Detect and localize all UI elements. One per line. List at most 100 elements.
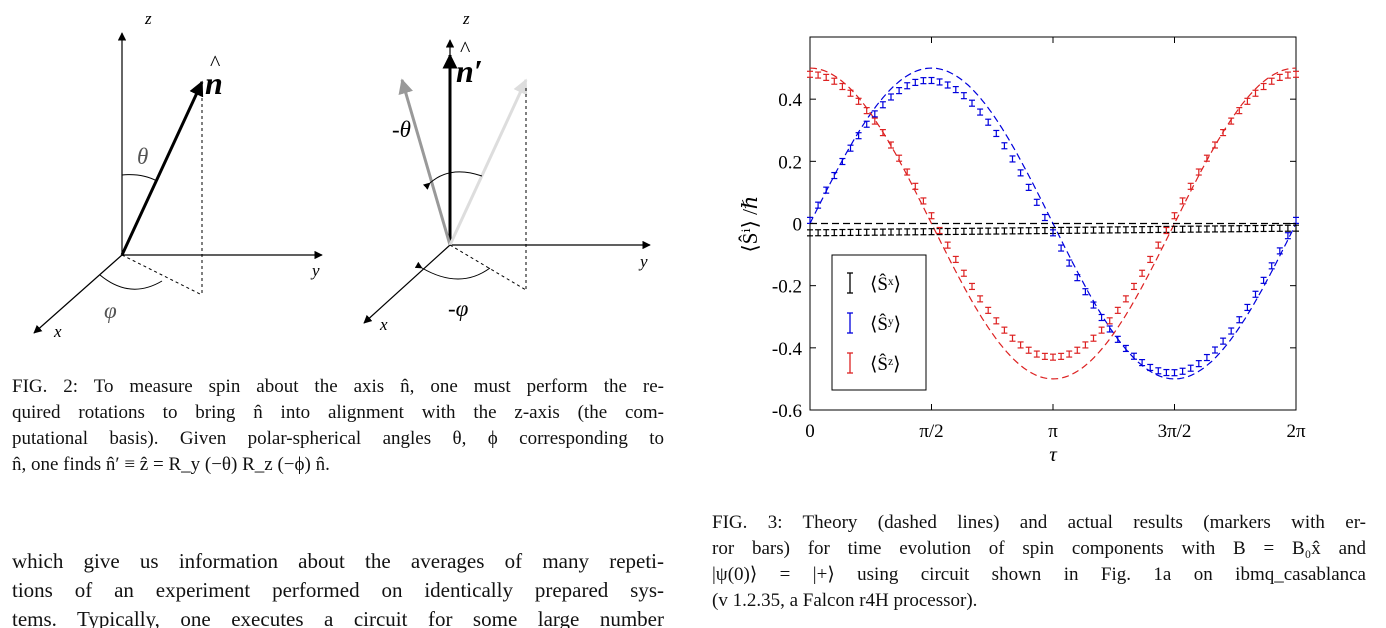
data-point: [839, 157, 846, 166]
body-paragraph: which give us information about the aver…: [12, 547, 664, 628]
data-point: [969, 227, 975, 235]
data-point: [1033, 198, 1040, 206]
data-point: [1244, 97, 1251, 105]
data-point: [847, 144, 854, 152]
data-point: [1244, 225, 1251, 233]
data-point: [928, 76, 935, 85]
data-point: [1228, 117, 1235, 125]
data-point: [944, 81, 951, 89]
data-point: [1114, 306, 1121, 314]
data-point: [1268, 224, 1275, 232]
data-point: [912, 78, 919, 87]
y-tick-label: 0.2: [778, 152, 802, 173]
x-axis-label: τ: [1049, 442, 1058, 466]
data-point: [1106, 226, 1113, 234]
data-point: [1009, 334, 1016, 342]
data-point: [952, 227, 959, 236]
neg-phi-label: -φ: [448, 296, 469, 321]
data-point: [1131, 352, 1137, 360]
theta-label: θ: [137, 144, 148, 169]
neg-phi-arc: [414, 261, 491, 280]
data-point: [815, 201, 822, 209]
data-point: [904, 228, 911, 236]
data-point: [871, 117, 878, 125]
data-point: [1147, 225, 1154, 234]
data-point: [1017, 341, 1024, 349]
data-point: [1098, 226, 1105, 234]
data-point: [960, 227, 967, 235]
data-point: [879, 228, 886, 236]
fig3-caption-line: ror bars) for time evolution of spin com…: [712, 538, 1366, 559]
data-point: [1171, 212, 1178, 220]
neg-theta-label: -θ: [392, 117, 411, 142]
data-point: [1066, 350, 1073, 358]
data-point: [1195, 168, 1202, 176]
data-point: [847, 228, 854, 237]
data-point: [1106, 325, 1113, 333]
data-point: [815, 71, 822, 79]
data-point: [1212, 346, 1218, 354]
data-point: [1203, 353, 1210, 362]
data-point: [952, 85, 959, 94]
data-point: [863, 120, 870, 128]
y-label: y: [310, 261, 320, 280]
fig2-caption-line: FIG. 2: To measure spin about the axis n…: [12, 376, 664, 397]
data-point: [1139, 226, 1146, 234]
data-point: [1058, 226, 1065, 235]
gray-vector: [398, 78, 452, 246]
data-point: [831, 171, 838, 180]
fig3-caption-line: (v 1.2.35, a Falcon r4H processor).: [712, 590, 978, 611]
data-point: [993, 129, 1000, 138]
data-point: [1179, 225, 1186, 233]
data-point: [807, 229, 813, 237]
data-point: [944, 241, 951, 249]
data-point: [985, 227, 992, 235]
data-point: [855, 228, 862, 236]
y-axis-label: ⟨Ŝⁱ⟩ /ℏ: [738, 196, 762, 253]
data-point: [1050, 229, 1056, 237]
data-point: [928, 228, 935, 236]
data-point: [1001, 142, 1008, 150]
data-point: [904, 168, 911, 176]
fig3-chart: 0 π/2 π 3π/2 2π 0.4 0.2 0 -0.2 -0.4 -0.6 ⟨Ŝˣ⟩ ⟨Ŝʸ⟩ ⟨…: [738, 36, 1306, 466]
x-axis: [33, 254, 123, 334]
data-point: [928, 212, 935, 220]
fig2-caption-line: putational basis). Given polar-spherical…: [12, 428, 664, 449]
data-point: [1293, 216, 1299, 224]
data-point: [969, 99, 975, 107]
data-point: [985, 118, 992, 126]
data-point: [1203, 225, 1210, 233]
y-tick-label: 0: [793, 215, 803, 236]
y-tick-label: 0.4: [778, 90, 802, 111]
data-point: [1179, 367, 1186, 375]
data-point: [1131, 226, 1137, 234]
data-point: [1293, 70, 1299, 78]
data-point: [920, 228, 927, 236]
data-point: [1033, 227, 1040, 235]
data-point: [920, 77, 927, 85]
data-point: [1090, 334, 1097, 342]
data-point: [1074, 226, 1081, 234]
phi-label: φ: [104, 298, 117, 323]
nprime-label: n′: [456, 53, 483, 89]
body-line: tems. Typically, one executes a circuit …: [12, 607, 664, 628]
data-point: [936, 226, 943, 235]
data-point: [1236, 316, 1243, 324]
data-point: [1171, 225, 1178, 233]
data-point: [896, 87, 903, 95]
data-point: [1244, 303, 1251, 312]
data-point: [1122, 295, 1129, 303]
data-point: [944, 227, 951, 236]
data-point: [1122, 344, 1129, 353]
x-tick-label: 0: [805, 421, 815, 442]
data-point: [839, 82, 846, 91]
data-point: [1058, 244, 1065, 252]
data-point: [1163, 226, 1170, 235]
data-point: [1155, 225, 1162, 234]
data-point: [1139, 358, 1146, 367]
data-point: [1025, 183, 1032, 191]
data-point: [1163, 368, 1170, 377]
data-point: [823, 73, 830, 81]
data-point: [807, 70, 813, 78]
data-point: [1228, 225, 1235, 233]
